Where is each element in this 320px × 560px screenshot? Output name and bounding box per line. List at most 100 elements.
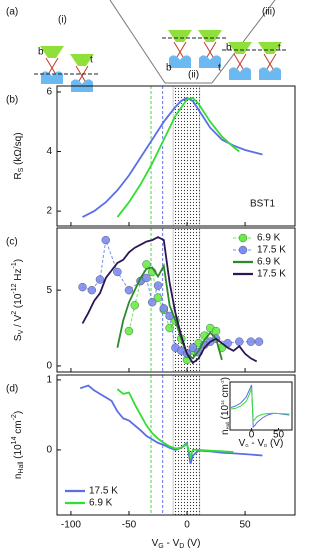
panel: 0 50 nHall (1014 cm-2) VG - VD (V) bbox=[220, 377, 293, 449]
label-part: V bbox=[18, 329, 25, 334]
label-part: n bbox=[220, 429, 231, 435]
point bbox=[87, 285, 97, 295]
label-part: R bbox=[13, 172, 24, 179]
tip bbox=[40, 46, 64, 58]
legend-label: 17.5 K bbox=[257, 245, 286, 256]
point bbox=[78, 282, 87, 292]
tip bbox=[70, 54, 94, 66]
schematic-panel: (iii) b t bbox=[222, 7, 286, 80]
divider bbox=[109, 0, 166, 84]
point bbox=[147, 298, 157, 307]
label-part: (10 bbox=[220, 404, 231, 422]
label-part: (kΩ/sq) bbox=[13, 132, 24, 167]
label-part: (10 bbox=[13, 293, 24, 311]
label-part: Hz bbox=[13, 268, 24, 283]
label-part: D bbox=[179, 543, 184, 550]
y-tick-label: 0 bbox=[46, 445, 52, 456]
label-part: ) bbox=[13, 411, 24, 414]
y-label: RS (kΩ/sq) bbox=[13, 132, 26, 179]
base bbox=[229, 67, 251, 80]
legend-marker bbox=[238, 245, 248, 255]
base bbox=[259, 67, 281, 80]
series-line bbox=[82, 96, 263, 218]
label-part: G bbox=[158, 543, 163, 550]
series-line bbox=[116, 388, 234, 461]
label-part: n bbox=[13, 474, 24, 480]
y-tick-label: 1 bbox=[46, 375, 52, 386]
electrode-label: b bbox=[226, 43, 232, 54]
point bbox=[101, 235, 110, 245]
tip bbox=[198, 30, 222, 42]
legend-marker bbox=[238, 233, 248, 243]
label-part: 14 bbox=[220, 400, 225, 405]
frame bbox=[229, 381, 293, 431]
series-line bbox=[116, 263, 223, 361]
point bbox=[124, 285, 134, 295]
panel: 01-100 -50 0 50(d)nHall (1014 cm-2)VG - VD … bbox=[6, 374, 296, 550]
point bbox=[211, 326, 221, 336]
tip bbox=[168, 30, 192, 42]
panel-label: (ii) bbox=[188, 70, 199, 81]
electrode-label: t bbox=[278, 43, 281, 54]
series-line bbox=[231, 387, 290, 423]
panel-label: (i) bbox=[58, 15, 67, 26]
panel-label: (iii) bbox=[262, 7, 275, 18]
label-part: - V bbox=[164, 538, 180, 549]
schematic-panel: (i) b t bbox=[34, 15, 98, 92]
label-part: V bbox=[239, 438, 246, 449]
electrode-label: t bbox=[90, 55, 93, 66]
y-label: nHall (1014 cm-2) bbox=[11, 411, 25, 479]
base bbox=[199, 55, 221, 68]
label-part: -12 bbox=[11, 283, 18, 293]
legend-label: 17.5 K bbox=[257, 269, 286, 280]
y-tick-label: 4 bbox=[46, 146, 52, 157]
label-part: cm bbox=[220, 384, 231, 400]
label-part: -2 bbox=[11, 414, 18, 420]
point bbox=[113, 267, 122, 277]
label-part: S bbox=[13, 334, 24, 341]
inset-background bbox=[230, 382, 292, 430]
label-part: 14 bbox=[11, 436, 18, 444]
point bbox=[153, 293, 163, 302]
point bbox=[254, 337, 264, 346]
tip bbox=[258, 42, 282, 54]
label-part: ) bbox=[220, 377, 231, 380]
label-part: (10 bbox=[13, 444, 24, 462]
label-part: / V bbox=[13, 314, 24, 329]
shaded-region bbox=[172, 85, 201, 227]
label-part: (V) bbox=[184, 538, 200, 549]
y-tick-label: 6 bbox=[46, 87, 52, 98]
label-part: S bbox=[18, 167, 25, 172]
y-tick-label: 0 bbox=[46, 361, 52, 372]
electrode-label: t bbox=[218, 63, 221, 74]
y-tick-label: 2 bbox=[46, 206, 52, 217]
connector bbox=[82, 239, 259, 355]
panel-label: (b) bbox=[6, 95, 18, 106]
x-tick-label: 50 bbox=[273, 430, 285, 441]
base bbox=[169, 55, 191, 68]
y-label: nHall (1014 cm-2) bbox=[220, 377, 231, 435]
point bbox=[124, 326, 134, 336]
schematic: (a) bbox=[6, 0, 276, 84]
legend-label: 17.5 K bbox=[89, 486, 118, 497]
label-part: -2 bbox=[220, 380, 225, 384]
point bbox=[142, 273, 151, 283]
frame bbox=[56, 227, 296, 373]
x-tick-label: 50 bbox=[240, 520, 252, 531]
label-part: ) bbox=[13, 259, 24, 262]
frame bbox=[56, 374, 296, 516]
legend-label: 6.9 K bbox=[257, 233, 281, 244]
panel-label: (c) bbox=[6, 237, 18, 248]
label-part: - V bbox=[249, 438, 265, 449]
label-part: D bbox=[264, 443, 267, 448]
point bbox=[159, 304, 169, 313]
panel: 2 4 6 (b) BST1 RS (kΩ/sq) bbox=[6, 85, 296, 227]
panel-label: (d) bbox=[6, 384, 18, 395]
x-tick-label: 0 bbox=[249, 430, 255, 441]
schematic-panel: (ii) b t bbox=[162, 30, 226, 81]
point bbox=[246, 337, 256, 346]
tip bbox=[228, 42, 252, 54]
divider bbox=[211, 0, 276, 84]
y-tick-label: 5 bbox=[46, 285, 52, 296]
